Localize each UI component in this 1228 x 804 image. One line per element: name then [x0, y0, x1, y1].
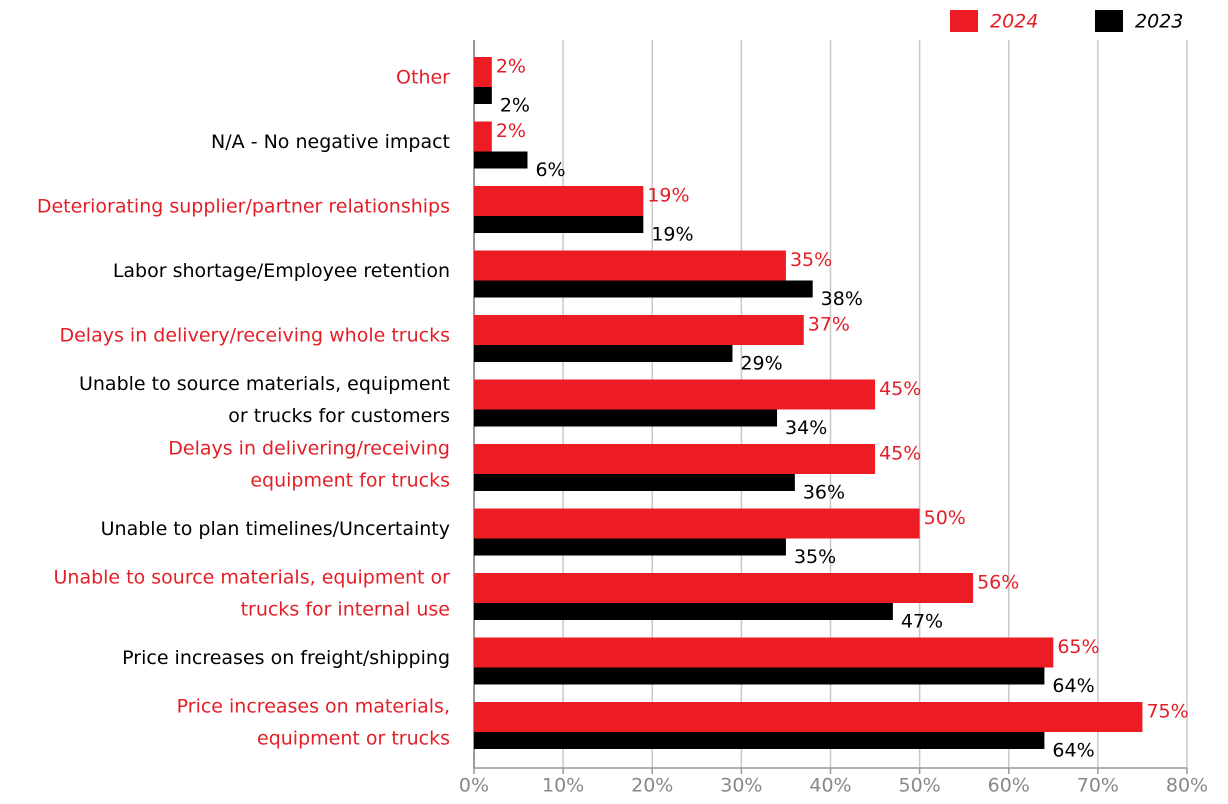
category-label: equipment or trucks [257, 728, 450, 750]
category-label: N/A - No negative impact [211, 131, 450, 153]
value-label: 29% [740, 353, 782, 375]
x-tick-label: 50% [899, 775, 941, 797]
value-label: 34% [785, 417, 827, 439]
bar [474, 538, 786, 556]
value-label: 19% [647, 185, 689, 207]
bar [474, 409, 778, 427]
bar [474, 216, 644, 233]
bar [474, 315, 804, 345]
bar [474, 444, 876, 474]
category-label: Price increases on materials, [177, 696, 450, 718]
category-label: Unable to plan timelines/Uncertainty [101, 518, 450, 540]
category-label: Price increases on freight/shipping [122, 647, 450, 669]
value-label: 19% [651, 224, 693, 246]
bar [474, 573, 974, 603]
category-label: or trucks for customers [228, 405, 450, 427]
bar [474, 57, 492, 87]
value-label: 65% [1057, 636, 1099, 658]
value-label: 45% [879, 378, 921, 400]
value-label: 36% [803, 482, 845, 504]
value-label: 2% [496, 56, 526, 78]
legend-swatch [1095, 10, 1123, 32]
legend-label: 2023 [1135, 11, 1183, 33]
category-label: equipment for trucks [250, 470, 450, 492]
value-label: 56% [977, 572, 1019, 594]
category-label: Delays in delivering/receiving [168, 438, 450, 460]
category-label: Unable to source materials, equipment [79, 373, 450, 395]
bar [474, 508, 920, 539]
x-tick-label: 40% [809, 775, 851, 797]
legend-label: 2024 [990, 11, 1038, 33]
x-tick-label: 80% [1166, 775, 1208, 797]
category-label: Other [396, 67, 450, 89]
value-label: 45% [879, 443, 921, 465]
x-tick-label: 10% [542, 775, 584, 797]
value-label: 50% [924, 507, 966, 529]
bar [474, 702, 1143, 732]
value-label: 37% [808, 314, 850, 336]
bar [474, 345, 733, 362]
bar [474, 732, 1045, 749]
category-label: trucks for internal use [241, 599, 450, 621]
category-label: Unable to source materials, equipment or [54, 567, 451, 589]
x-tick-label: 20% [631, 775, 673, 797]
value-label: 75% [1146, 701, 1188, 723]
category-label: Deteriorating supplier/partner relations… [37, 196, 450, 218]
x-tick-label: 0% [459, 775, 489, 797]
bar [474, 280, 813, 298]
category-label: Labor shortage/Employee retention [113, 260, 450, 282]
bar [474, 379, 876, 410]
value-label: 35% [790, 249, 832, 271]
bar [474, 603, 893, 620]
bar [474, 151, 528, 169]
value-label: 47% [901, 611, 943, 633]
x-tick-label: 60% [988, 775, 1030, 797]
value-label: 38% [821, 288, 863, 310]
bar [474, 637, 1054, 668]
bar [474, 87, 492, 104]
value-label: 64% [1052, 740, 1094, 762]
value-label: 64% [1052, 675, 1094, 697]
value-label: 35% [794, 546, 836, 568]
bar [474, 250, 786, 281]
bar [474, 186, 644, 216]
value-label: 2% [500, 95, 530, 117]
value-label: 2% [496, 120, 526, 142]
category-label: Delays in delivery/receiving whole truck… [59, 325, 450, 347]
bar [474, 121, 492, 152]
legend-swatch [950, 10, 978, 32]
value-label: 6% [535, 159, 565, 181]
x-tick-label: 70% [1077, 775, 1119, 797]
bar [474, 667, 1045, 685]
bar [474, 474, 795, 491]
x-tick-label: 30% [720, 775, 762, 797]
